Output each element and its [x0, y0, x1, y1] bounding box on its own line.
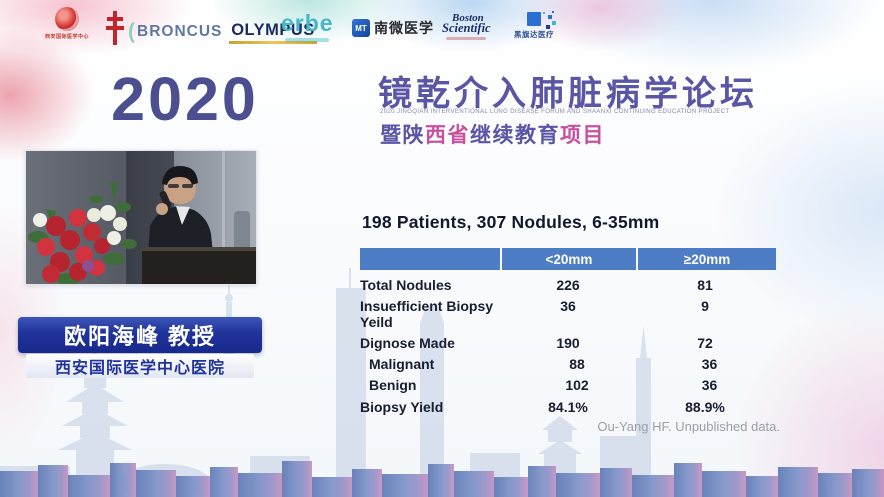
sponsor-logo-xian-imc: 西安国际医学中心 — [36, 7, 98, 40]
table-row-label: Malignant — [369, 356, 435, 373]
phoenix-logo-icon — [55, 7, 79, 31]
sponsor-logo-broncus: ( BRONCUS — [128, 21, 222, 42]
table-row: Benign 102 36 — [360, 374, 776, 395]
table-row-label: Biopsy Yield — [360, 398, 444, 415]
speaker-name-banner: 欧阳海峰 教授 — [18, 317, 262, 353]
table-row-label: Dignose Made — [360, 335, 455, 352]
tb-double-cross-icon — [106, 11, 124, 47]
olympus-gold-underline — [229, 41, 317, 44]
table-row-label: Insuefficient Biopsy Yeild — [360, 298, 494, 331]
table-cell-lt20: 226 — [556, 277, 580, 293]
table-header-cell: ≥20mm — [638, 248, 776, 270]
table-row-label: Benign — [369, 377, 417, 394]
sponsor-label: Scientific — [442, 21, 491, 36]
sponsor-label: 西安国际医学中心 — [44, 34, 89, 40]
sponsor-label: 南微医学 — [374, 20, 434, 36]
sponsor-label: Boston — [452, 12, 484, 24]
sponsor-bar: 西安国际医学中心 ( BRONCUS OLYMPUS erbe MT 南微医学 … — [0, 0, 884, 58]
sponsor-label: BRONCUS — [137, 22, 223, 40]
pixel-blocks-icon — [527, 12, 541, 26]
sponsor-logo-boston-scientific: Boston Scientific — [442, 12, 491, 41]
results-table: <20mm ≥20mm Total Nodules 226 81 Insuefficie… — [360, 248, 776, 417]
table-header-cell — [360, 248, 500, 270]
sponsor-logo-microtech: MT 南微医学 — [352, 18, 434, 38]
sponsor-label: erbe — [281, 10, 334, 36]
subtitle-segment: 继续教育 — [470, 124, 560, 147]
sponsor-logo-erbe: erbe — [281, 12, 334, 42]
table-row: Total Nodules 226 81 — [360, 274, 776, 295]
table-header-row: <20mm ≥20mm — [360, 248, 776, 270]
table-header-cell: <20mm — [502, 248, 636, 270]
subtitle-segment: 西省 — [425, 124, 470, 147]
source-note: Ou-Yang HF. Unpublished data. — [597, 419, 780, 434]
table-cell-lt20: 36 — [560, 298, 576, 315]
sponsor-label: OLYMPUS — [231, 21, 315, 39]
microtech-logo-icon: MT — [352, 19, 370, 37]
table-body: Total Nodules 226 81 Insuefficient Biopsy Y… — [360, 270, 776, 417]
boston-tagline-blur — [446, 37, 487, 41]
table-cell-lt20: 102 — [565, 377, 589, 394]
event-subtitle: 暨陕西省继续教育项目 — [380, 119, 605, 149]
sponsor-logo-pixelmed: 黑旗达医疗 — [514, 12, 554, 40]
table-cell-gte20: 88.9% — [685, 398, 725, 415]
table-row: Biopsy Yield 84.1% 88.9% — [360, 396, 776, 417]
table-cell-gte20: 72 — [697, 335, 713, 352]
event-year: 2020 — [111, 65, 259, 133]
table-cell-lt20: 190 — [556, 335, 580, 352]
table-row: Insuefficient Biopsy Yeild 36 9 — [360, 295, 776, 332]
table-cell-gte20: 9 — [701, 298, 709, 315]
table-row-label: Total Nodules — [360, 277, 452, 293]
speaker-photo — [25, 150, 257, 285]
subtitle-segment: 项目 — [560, 124, 605, 147]
bottom-skyline-strip — [0, 461, 884, 497]
table-row: Dignose Made 190 72 — [360, 332, 776, 353]
table-cell-gte20: 36 — [701, 377, 718, 394]
table-cell-lt20: 84.1% — [548, 398, 588, 415]
sponsor-label: 黑旗达医疗 — [514, 30, 554, 39]
erbe-tagline-blur — [285, 38, 330, 42]
table-heading: 198 Patients, 307 Nodules, 6-35mm — [362, 212, 660, 232]
speaker-affiliation: 西安国际医学中心医院 — [26, 354, 254, 378]
table-cell-lt20: 88 — [569, 356, 585, 373]
table-row: Malignant 88 36 — [360, 353, 776, 374]
table-cell-gte20: 36 — [701, 356, 718, 373]
event-title-cn: 镜乾介入肺脏病学论坛 — [378, 75, 758, 113]
sponsor-logo-olympus: OLYMPUS — [229, 21, 317, 44]
broncus-arc-icon: ( — [128, 20, 135, 43]
subtitle-segment: 暨陕 — [380, 124, 425, 147]
event-title-en: 2020 JINGQIAN INTERVENTIONAL LUNG DISEAS… — [380, 109, 730, 115]
table-cell-gte20: 81 — [697, 277, 713, 293]
